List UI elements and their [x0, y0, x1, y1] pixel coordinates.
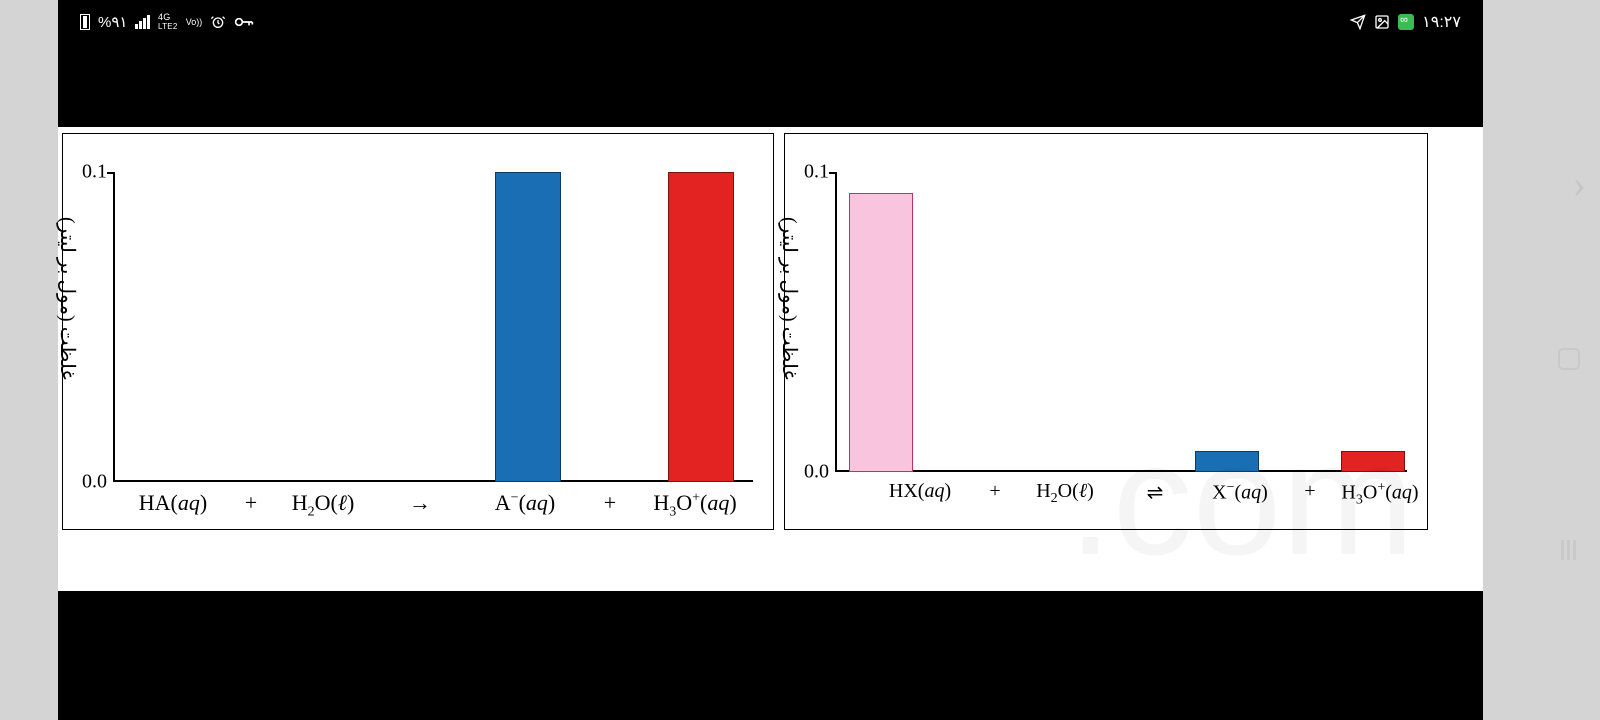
y-tick-label: 0.0	[82, 471, 107, 494]
x-label: A−(aq)	[495, 490, 555, 516]
panel-right: HX(aq)+H2O(ℓ)⇌X−(aq)+H3O+(aq) 0.00.1غلظت…	[784, 133, 1428, 530]
x-label: H2O(ℓ)	[292, 490, 355, 520]
x-labels-left: HA(aq) + H2O(ℓ) → A−(aq) + H3O+(aq)	[113, 490, 753, 524]
x-label: X−(aq)	[1212, 480, 1268, 505]
bar	[1341, 451, 1405, 472]
bar	[849, 193, 913, 472]
phone-frame: %۹۱ 4G LTE2 Vo)) ۱۹:۲۷	[58, 0, 1483, 720]
x-label: ⇌	[1147, 480, 1164, 505]
battery-icon	[80, 14, 90, 30]
recent-apps-icon[interactable]	[1561, 540, 1576, 560]
y-tick-top	[829, 172, 835, 174]
x-label: H3O+(aq)	[1341, 480, 1418, 509]
bar	[495, 172, 561, 482]
app-icon	[1398, 14, 1414, 30]
chevron-right-icon[interactable]: ›	[1573, 160, 1586, 207]
alarm-icon	[210, 14, 226, 30]
x-label: +	[604, 490, 616, 516]
x-label: HA(aq)	[139, 490, 207, 516]
y-axis-label: غلظت (مول بر لیتر)	[55, 217, 79, 380]
send-icon	[1350, 14, 1366, 30]
x-labels-right: HX(aq)+H2O(ℓ)⇌X−(aq)+H3O+(aq)	[835, 480, 1407, 514]
y-axis-label: غلظت (مول بر لیتر)	[777, 217, 801, 380]
vpn-key-icon	[234, 16, 254, 28]
network-label-top: 4G	[158, 12, 171, 22]
y-tick-top	[107, 172, 113, 174]
network-icon: 4G LTE2	[158, 13, 178, 31]
statusbar: %۹۱ 4G LTE2 Vo)) ۱۹:۲۷	[58, 10, 1483, 34]
bar	[668, 172, 734, 482]
x-label: →	[409, 490, 431, 516]
x-label: +	[245, 490, 257, 516]
network-label-bottom: LTE2	[158, 22, 178, 31]
voice-icon: Vo))	[186, 17, 203, 27]
y-tick-label: 0.0	[804, 461, 829, 484]
panel-left: HA(aq)+H2O(ℓ)→A−(aq)+H3O+(aq) 0.00.1غلظت…	[62, 133, 774, 530]
y-axis	[113, 172, 115, 482]
plot-right: HX(aq)+H2O(ℓ)⇌X−(aq)+H3O+(aq) 0.00.1غلظت…	[835, 172, 1407, 472]
x-label: HX(aq)	[889, 480, 951, 503]
plot-left: HA(aq)+H2O(ℓ)→A−(aq)+H3O+(aq) 0.00.1غلظت…	[113, 172, 753, 482]
x-label: H2O(ℓ)	[1036, 480, 1094, 507]
x-axis	[113, 480, 753, 482]
battery-percent: %۹۱	[98, 13, 127, 31]
y-tick-label: 0.1	[82, 161, 107, 184]
gallery-icon	[1374, 14, 1390, 30]
x-label: H3O+(aq)	[653, 490, 736, 520]
bar	[1195, 451, 1259, 472]
x-axis	[835, 470, 1407, 472]
signal-icon	[135, 15, 150, 29]
figure-area: HA(aq) + H2O(ℓ) → A−(aq) + H3O+(aq) 0.0 0.1 غلظت…	[58, 127, 1483, 591]
x-label: +	[989, 480, 1000, 503]
status-clock: ۱۹:۲۷	[1422, 12, 1461, 32]
side-handle-icon	[1558, 348, 1580, 370]
y-axis	[835, 172, 837, 472]
x-label: +	[1304, 480, 1315, 503]
y-tick-label: 0.1	[804, 161, 829, 184]
